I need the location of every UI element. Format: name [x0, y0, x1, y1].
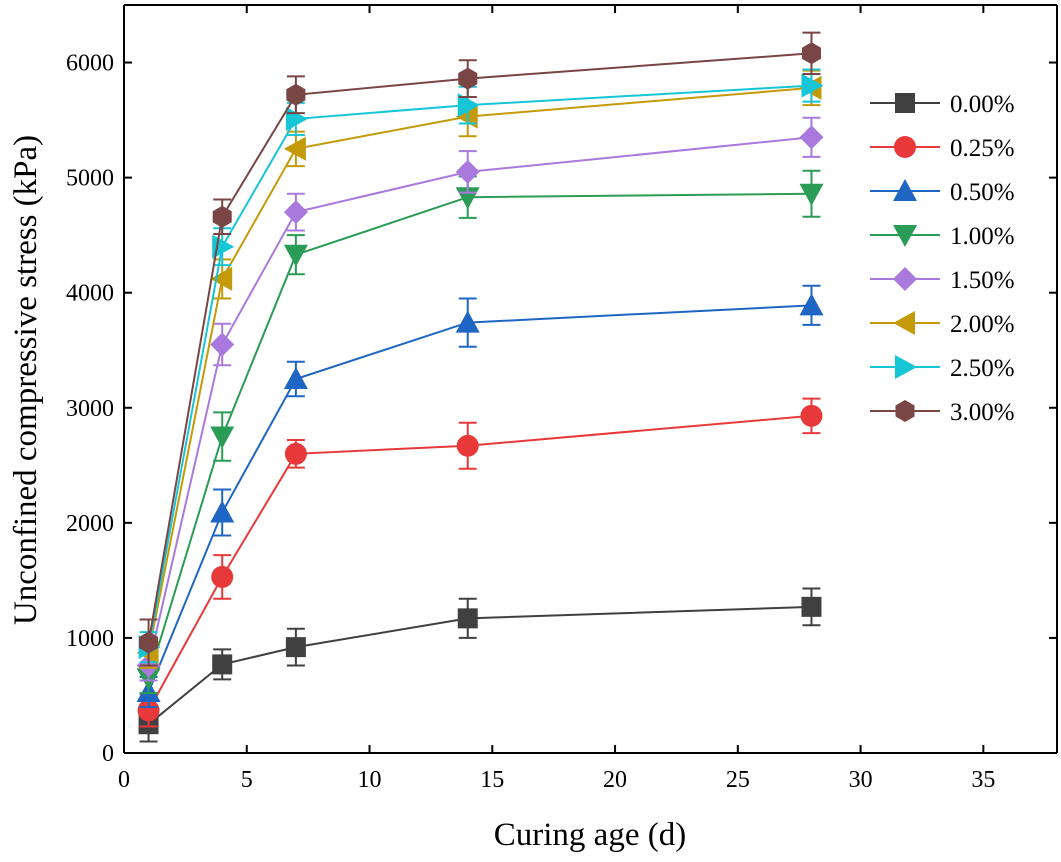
series-line	[147, 136, 812, 666]
series-0.25%	[137, 397, 823, 728]
data-point	[283, 200, 308, 225]
x-tick-label: 35	[971, 767, 995, 793]
data-point	[457, 608, 478, 629]
series-2.00%	[136, 69, 822, 669]
series-group	[136, 31, 824, 743]
x-tick-label: 30	[849, 767, 873, 793]
legend-marker	[894, 136, 916, 158]
data-point	[139, 631, 159, 654]
series-3.00%	[139, 31, 821, 667]
data-point	[799, 293, 824, 316]
data-point	[801, 596, 822, 617]
y-tick-label: 2000	[66, 511, 114, 537]
legend-label: 2.50%	[950, 355, 1015, 382]
data-point	[801, 73, 824, 98]
x-tick-label: 25	[726, 767, 750, 793]
legend-item: 2.00%	[870, 311, 1015, 338]
data-point	[283, 136, 306, 161]
data-point	[455, 310, 480, 333]
x-tick-label: 20	[603, 767, 627, 793]
data-point	[457, 93, 480, 118]
legend-label: 0.00%	[950, 91, 1015, 118]
legend-item: 0.50%	[870, 179, 1015, 206]
y-tick-label: 4000	[66, 281, 114, 307]
y-tick-label: 5000	[66, 166, 114, 192]
data-point	[286, 83, 306, 106]
legend-marker	[893, 179, 917, 201]
series-0.50%	[136, 284, 824, 708]
data-point	[456, 434, 479, 457]
data-point	[210, 500, 235, 523]
series-line	[147, 414, 812, 711]
legend-label: 1.50%	[950, 267, 1015, 294]
y-ticks: 0 1000 2000 3000 4000 5000 6000	[66, 51, 1057, 767]
legend-label: 0.25%	[950, 135, 1015, 162]
x-ticks: 0 5 10 15 20 25 30 35	[118, 5, 995, 793]
data-point	[283, 367, 308, 389]
data-point	[799, 183, 824, 206]
data-point	[210, 266, 233, 291]
legend: 0.00% 0.25% 0.50% 1.00% 1.50% 2.00% 2.50% 3.00%	[870, 91, 1015, 426]
data-point	[210, 332, 235, 357]
x-tick-label: 10	[358, 767, 382, 793]
legend-item: 0.00%	[870, 91, 1015, 118]
data-point	[285, 106, 308, 131]
legend-marker	[893, 267, 917, 291]
legend-item: 1.50%	[870, 267, 1015, 294]
series-line	[147, 52, 812, 643]
series-line	[147, 304, 812, 693]
data-point	[210, 426, 235, 449]
data-point	[211, 565, 234, 588]
legend-marker	[895, 93, 915, 113]
legend-label: 2.00%	[950, 311, 1015, 338]
series-2.50%	[138, 68, 824, 664]
x-tick-label: 0	[118, 767, 130, 793]
legend-label: 1.00%	[950, 223, 1015, 250]
legend-item: 0.25%	[870, 135, 1015, 162]
series-1.50%	[136, 116, 824, 682]
legend-item: 1.00%	[870, 223, 1015, 250]
x-axis-title: Curing age (d)	[494, 817, 686, 853]
y-tick-label: 1000	[66, 626, 114, 652]
y-axis-title: Unconfined compressive stress (kPa)	[8, 135, 44, 625]
data-point	[458, 67, 478, 90]
plot-frame	[123, 4, 1058, 754]
data-point	[799, 125, 824, 150]
data-point	[283, 244, 308, 267]
legend-item: 2.50%	[870, 355, 1015, 382]
data-point	[800, 404, 823, 427]
y-tick-label: 6000	[66, 51, 114, 77]
data-point	[212, 205, 232, 228]
legend-label: 0.50%	[950, 179, 1015, 206]
series-line	[147, 192, 812, 679]
series-line	[147, 605, 812, 725]
y-tick-label: 0	[102, 741, 114, 767]
y-tick-label: 3000	[66, 396, 114, 422]
x-tick-label: 15	[480, 767, 504, 793]
legend-marker	[893, 311, 915, 335]
legend-item: 3.00%	[870, 399, 1015, 426]
legend-marker	[895, 400, 915, 422]
legend-label: 3.00%	[950, 399, 1015, 426]
legend-marker	[893, 225, 917, 247]
series-0.00%	[138, 587, 822, 743]
data-point	[137, 699, 160, 722]
data-point	[455, 159, 480, 184]
data-point	[284, 442, 307, 465]
data-point	[285, 637, 306, 658]
legend-marker	[895, 355, 917, 379]
x-tick-label: 5	[241, 767, 253, 793]
data-point	[212, 654, 233, 675]
data-point	[801, 42, 821, 65]
